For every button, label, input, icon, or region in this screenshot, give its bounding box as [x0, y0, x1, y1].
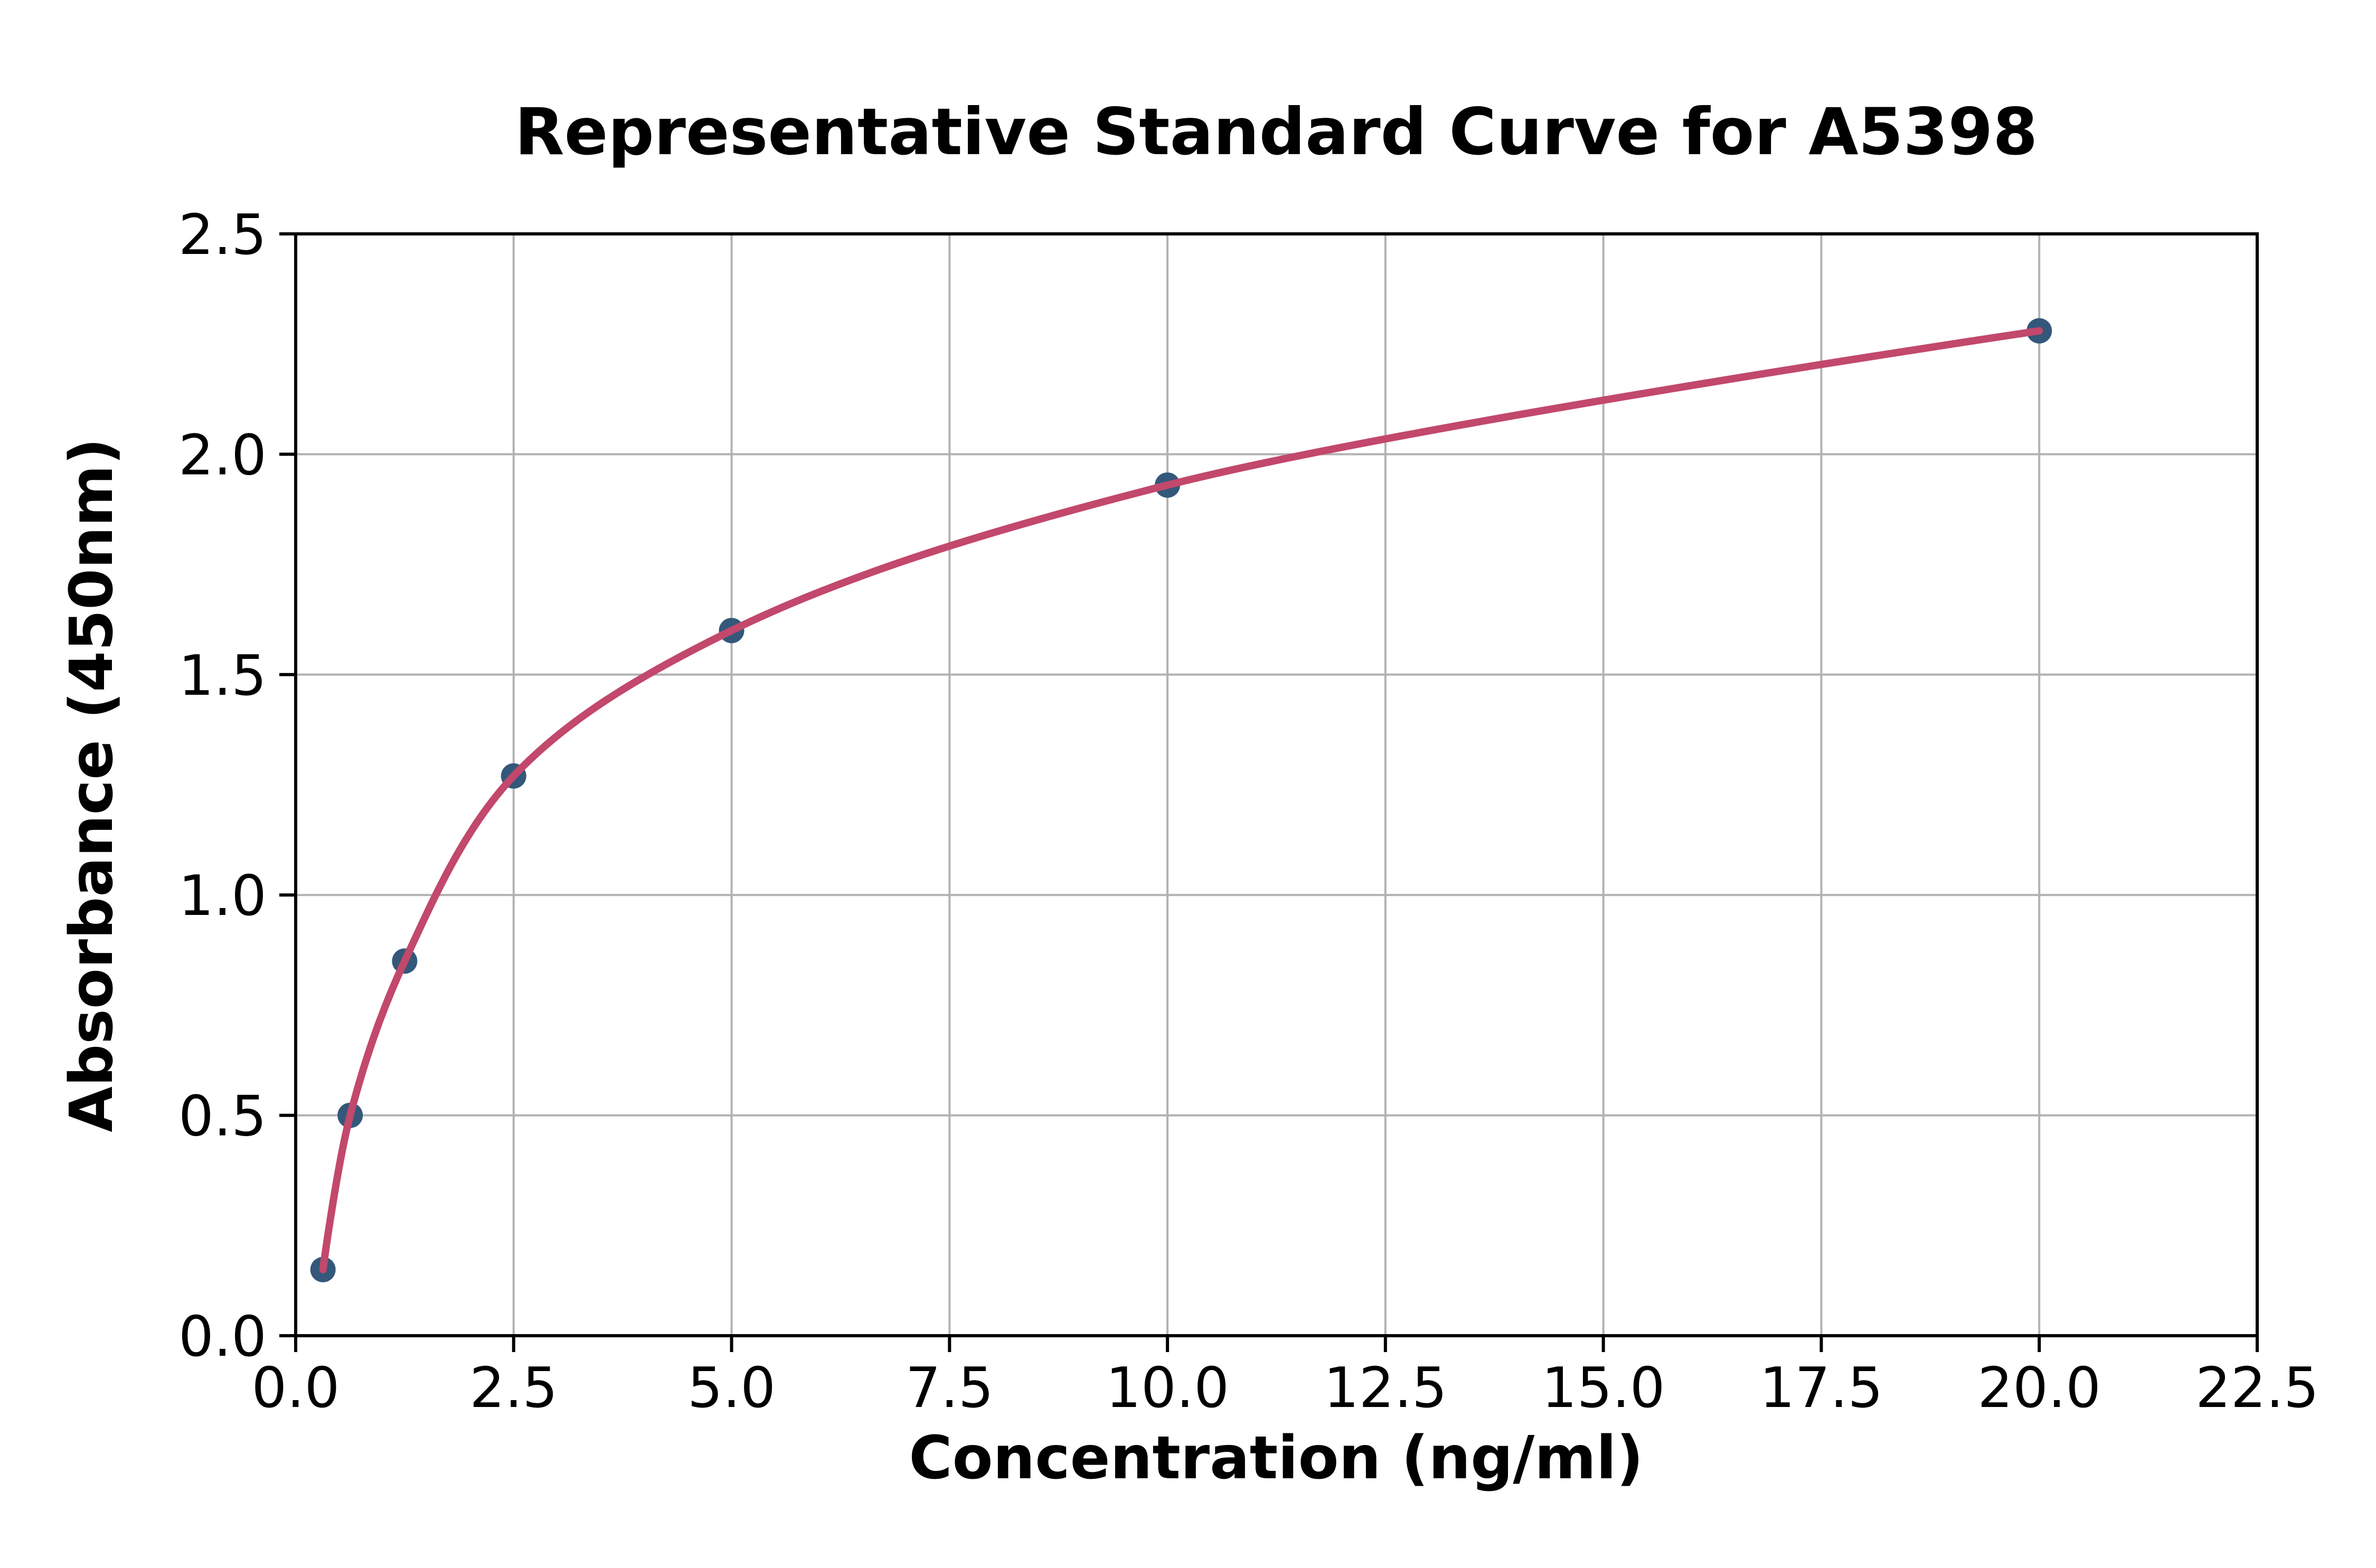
x-tick-label: 7.5 — [906, 1356, 994, 1420]
fit-curve-layer — [319, 327, 2043, 1273]
plot-frame — [294, 232, 2259, 1337]
x-tick-label: 22.5 — [2195, 1356, 2319, 1420]
x-tick-label: 2.5 — [469, 1356, 558, 1420]
chart-title: Representative Standard Curve for A5398 — [515, 95, 2038, 169]
x-tick-label: 17.5 — [1760, 1356, 1883, 1420]
x-tick-label: 5.0 — [687, 1356, 776, 1420]
x-tick-label: 20.0 — [1977, 1356, 2101, 1420]
tick-label-layer: 0.0 2.5 5.0 7.5 10.0 12.5 15.0 17.5 20.0 22.5 0.0 0… — [178, 203, 2319, 1420]
x-tick-label: 10.0 — [1106, 1356, 1229, 1420]
x-tick-label: 12.5 — [1324, 1356, 1447, 1420]
tick-layer — [279, 232, 2259, 1352]
grid-layer — [295, 233, 2258, 1337]
x-tick-label: 15.0 — [1542, 1356, 1665, 1420]
y-tick-label: 0.0 — [178, 1305, 267, 1369]
x-axis-label: Concentration (ng/ml) — [909, 1424, 1643, 1493]
y-tick-label: 1.0 — [178, 864, 267, 928]
x-tick-label: 0.0 — [252, 1356, 340, 1420]
y-tick-label: 0.5 — [178, 1084, 267, 1149]
y-tick-label: 2.5 — [178, 203, 267, 267]
data-point-layer — [310, 318, 2052, 1282]
y-tick-label: 1.5 — [178, 644, 267, 708]
y-axis-label: Absorbance (450nm) — [58, 438, 126, 1132]
y-tick-label: 2.0 — [178, 423, 267, 487]
fit-curve — [319, 327, 2043, 1273]
